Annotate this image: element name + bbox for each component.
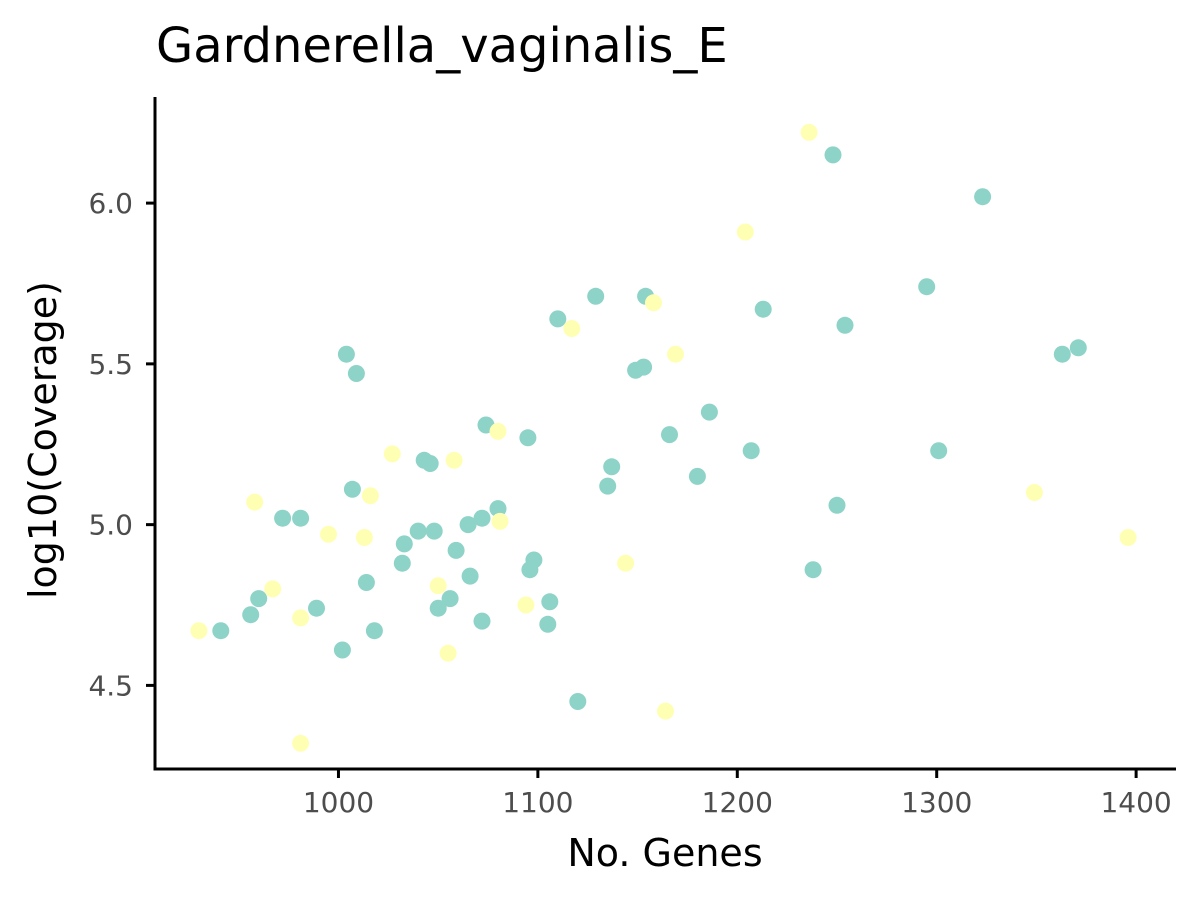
data-point bbox=[308, 599, 325, 617]
data-point bbox=[337, 345, 355, 363]
data-point bbox=[246, 493, 264, 511]
data-point bbox=[395, 535, 413, 553]
x-tick-label: 1100 bbox=[502, 786, 573, 819]
data-point bbox=[441, 590, 459, 608]
data-point bbox=[355, 529, 373, 546]
data-point bbox=[930, 442, 948, 460]
chart-title: Gardnerella_vaginalis_E bbox=[156, 18, 728, 74]
x-tick-label: 1400 bbox=[1100, 786, 1171, 819]
data-point bbox=[320, 525, 337, 543]
data-point bbox=[736, 223, 754, 241]
data-point bbox=[661, 426, 678, 444]
data-point bbox=[657, 702, 674, 720]
data-point bbox=[491, 512, 509, 530]
data-point bbox=[918, 278, 936, 296]
data-point bbox=[754, 300, 772, 318]
data-point bbox=[489, 500, 507, 518]
y-tick-label: 4.5 bbox=[88, 669, 133, 702]
data-point bbox=[587, 287, 605, 305]
data-point bbox=[1119, 529, 1137, 546]
data-point bbox=[292, 734, 310, 752]
y-tick-label: 5.0 bbox=[88, 509, 133, 542]
data-point bbox=[343, 480, 361, 498]
y-tick-label: 5.5 bbox=[88, 348, 133, 381]
data-point bbox=[635, 358, 653, 376]
data-point bbox=[974, 188, 992, 206]
data-point bbox=[361, 487, 379, 505]
data-point bbox=[1069, 339, 1087, 357]
data-point bbox=[393, 554, 411, 572]
data-point bbox=[1053, 345, 1071, 363]
data-point bbox=[541, 593, 559, 611]
data-point bbox=[445, 451, 463, 469]
x-tick-label: 1000 bbox=[303, 786, 374, 819]
x-axis-title: No. Genes bbox=[567, 831, 762, 875]
data-point bbox=[274, 509, 292, 527]
data-point bbox=[539, 615, 557, 633]
data-point bbox=[828, 496, 846, 514]
data-point bbox=[250, 590, 268, 608]
x-tick-label: 1300 bbox=[901, 786, 972, 819]
data-point bbox=[667, 345, 684, 363]
data-point bbox=[429, 577, 447, 595]
data-point bbox=[617, 554, 635, 572]
data-point bbox=[409, 522, 427, 540]
data-point bbox=[742, 442, 760, 460]
data-point bbox=[599, 477, 617, 495]
data-point bbox=[804, 561, 822, 579]
data-point bbox=[569, 693, 587, 710]
data-point bbox=[473, 509, 491, 527]
x-tick-label: 1200 bbox=[702, 786, 773, 819]
data-point bbox=[517, 596, 535, 614]
data-point bbox=[549, 310, 567, 328]
data-point bbox=[190, 622, 208, 640]
data-point bbox=[563, 320, 581, 337]
data-point bbox=[439, 644, 457, 662]
data-point bbox=[1025, 484, 1043, 501]
data-point bbox=[603, 458, 621, 476]
data-point bbox=[447, 541, 465, 559]
points-layer bbox=[190, 123, 1137, 752]
data-point bbox=[212, 622, 230, 640]
data-point bbox=[824, 146, 842, 164]
data-point bbox=[800, 123, 818, 141]
y-axis-ticks: 4.5 5.0 5.5 6.0 bbox=[88, 187, 155, 702]
data-point bbox=[292, 509, 310, 527]
data-point bbox=[489, 422, 507, 440]
y-axis-title: log10(Coverage) bbox=[21, 281, 65, 599]
x-axis-ticks: 1000 1100 1200 1300 1400 bbox=[303, 769, 1172, 819]
data-point bbox=[688, 467, 706, 485]
data-point bbox=[459, 516, 477, 534]
data-point bbox=[292, 609, 310, 627]
data-point bbox=[429, 599, 447, 617]
data-point bbox=[425, 522, 443, 540]
data-point bbox=[383, 445, 401, 463]
data-point bbox=[519, 429, 537, 447]
data-point bbox=[347, 365, 365, 382]
data-point bbox=[836, 316, 854, 334]
data-point bbox=[525, 551, 543, 569]
data-point bbox=[242, 606, 260, 624]
data-point bbox=[473, 612, 491, 630]
data-point bbox=[645, 294, 662, 312]
data-point bbox=[365, 622, 383, 640]
data-point bbox=[461, 567, 479, 585]
data-point bbox=[357, 574, 375, 591]
data-point bbox=[421, 455, 439, 472]
data-point bbox=[333, 641, 351, 659]
data-point bbox=[264, 580, 282, 598]
y-tick-label: 6.0 bbox=[88, 187, 133, 220]
data-point bbox=[700, 403, 718, 421]
